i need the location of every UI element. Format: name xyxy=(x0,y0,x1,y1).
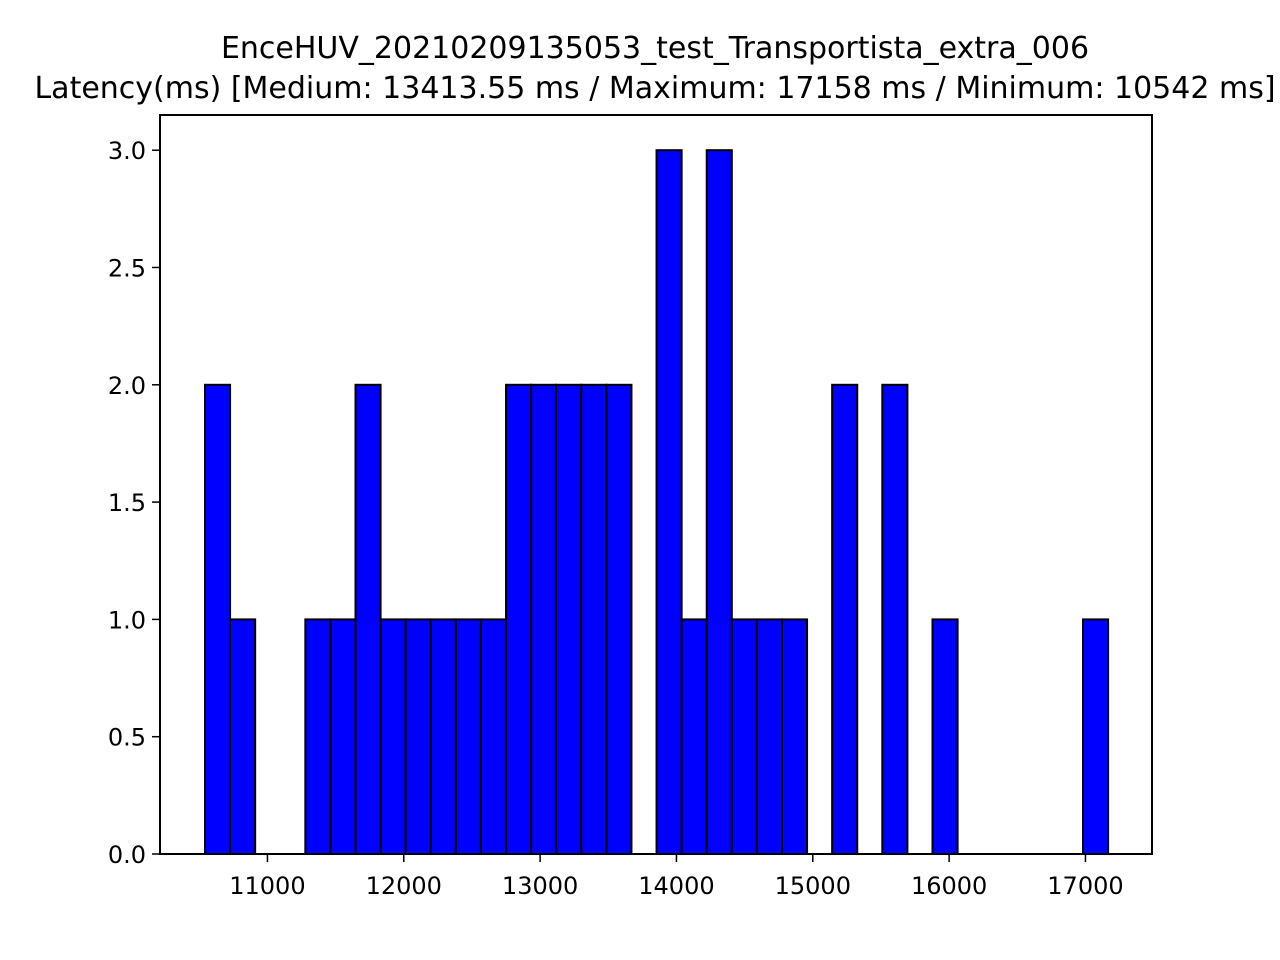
histogram-bar xyxy=(881,383,909,855)
x-tick-label: 17000 xyxy=(1047,872,1123,900)
y-tick-label: 0.0 xyxy=(108,841,146,869)
histogram-bar xyxy=(329,618,357,856)
histogram-bar xyxy=(354,383,382,855)
histogram-bar xyxy=(1082,618,1110,856)
histogram-bar xyxy=(530,383,558,855)
y-tick-label: 3.0 xyxy=(108,137,146,165)
histogram-bar xyxy=(379,618,407,856)
y-axis: 0.0 0.5 1.0 1.5 2.0 2.5 3.0 xyxy=(108,137,160,869)
x-tick-label: 11000 xyxy=(229,872,305,900)
histogram-bar xyxy=(203,383,232,855)
histogram-bar xyxy=(454,618,482,856)
histogram-bar xyxy=(705,149,733,855)
histogram-bar xyxy=(555,383,583,855)
y-tick-label: 2.0 xyxy=(108,372,146,400)
chart-title: EnceHUV_20210209135053_test_Transportist… xyxy=(221,31,1089,66)
x-tick-label: 15000 xyxy=(775,872,851,900)
bar-group xyxy=(203,149,1110,856)
histogram-bar xyxy=(580,383,608,855)
histogram-bar xyxy=(780,618,809,856)
x-tick-label: 13000 xyxy=(502,872,578,900)
histogram-bar xyxy=(605,383,633,855)
plot-frame xyxy=(159,114,1153,855)
histogram-bar xyxy=(404,618,432,856)
y-tick-label: 1.5 xyxy=(108,489,146,517)
x-tick-label: 16000 xyxy=(911,872,987,900)
histogram-bar xyxy=(479,618,508,856)
histogram-bar xyxy=(931,618,959,856)
histogram-bar xyxy=(304,618,332,856)
histogram-bar xyxy=(680,618,708,856)
histogram-bar xyxy=(655,149,683,855)
x-axis: 11000 12000 13000 14000 15000 16000 17000 xyxy=(229,854,1124,900)
y-tick-label: 2.5 xyxy=(108,254,146,282)
histogram-bar xyxy=(755,618,783,856)
histogram-bar xyxy=(229,618,257,856)
y-tick-label: 1.0 xyxy=(108,606,146,634)
y-tick-label: 0.5 xyxy=(108,724,146,752)
histogram-bar xyxy=(429,618,457,856)
chart-subtitle: Latency(ms) [Medium: 13413.55 ms / Maxim… xyxy=(34,71,1275,106)
x-tick-label: 14000 xyxy=(638,872,714,900)
histogram-bar xyxy=(505,383,533,855)
histogram-bar xyxy=(831,383,859,855)
x-tick-label: 12000 xyxy=(366,872,442,900)
histogram-bar xyxy=(730,618,758,856)
